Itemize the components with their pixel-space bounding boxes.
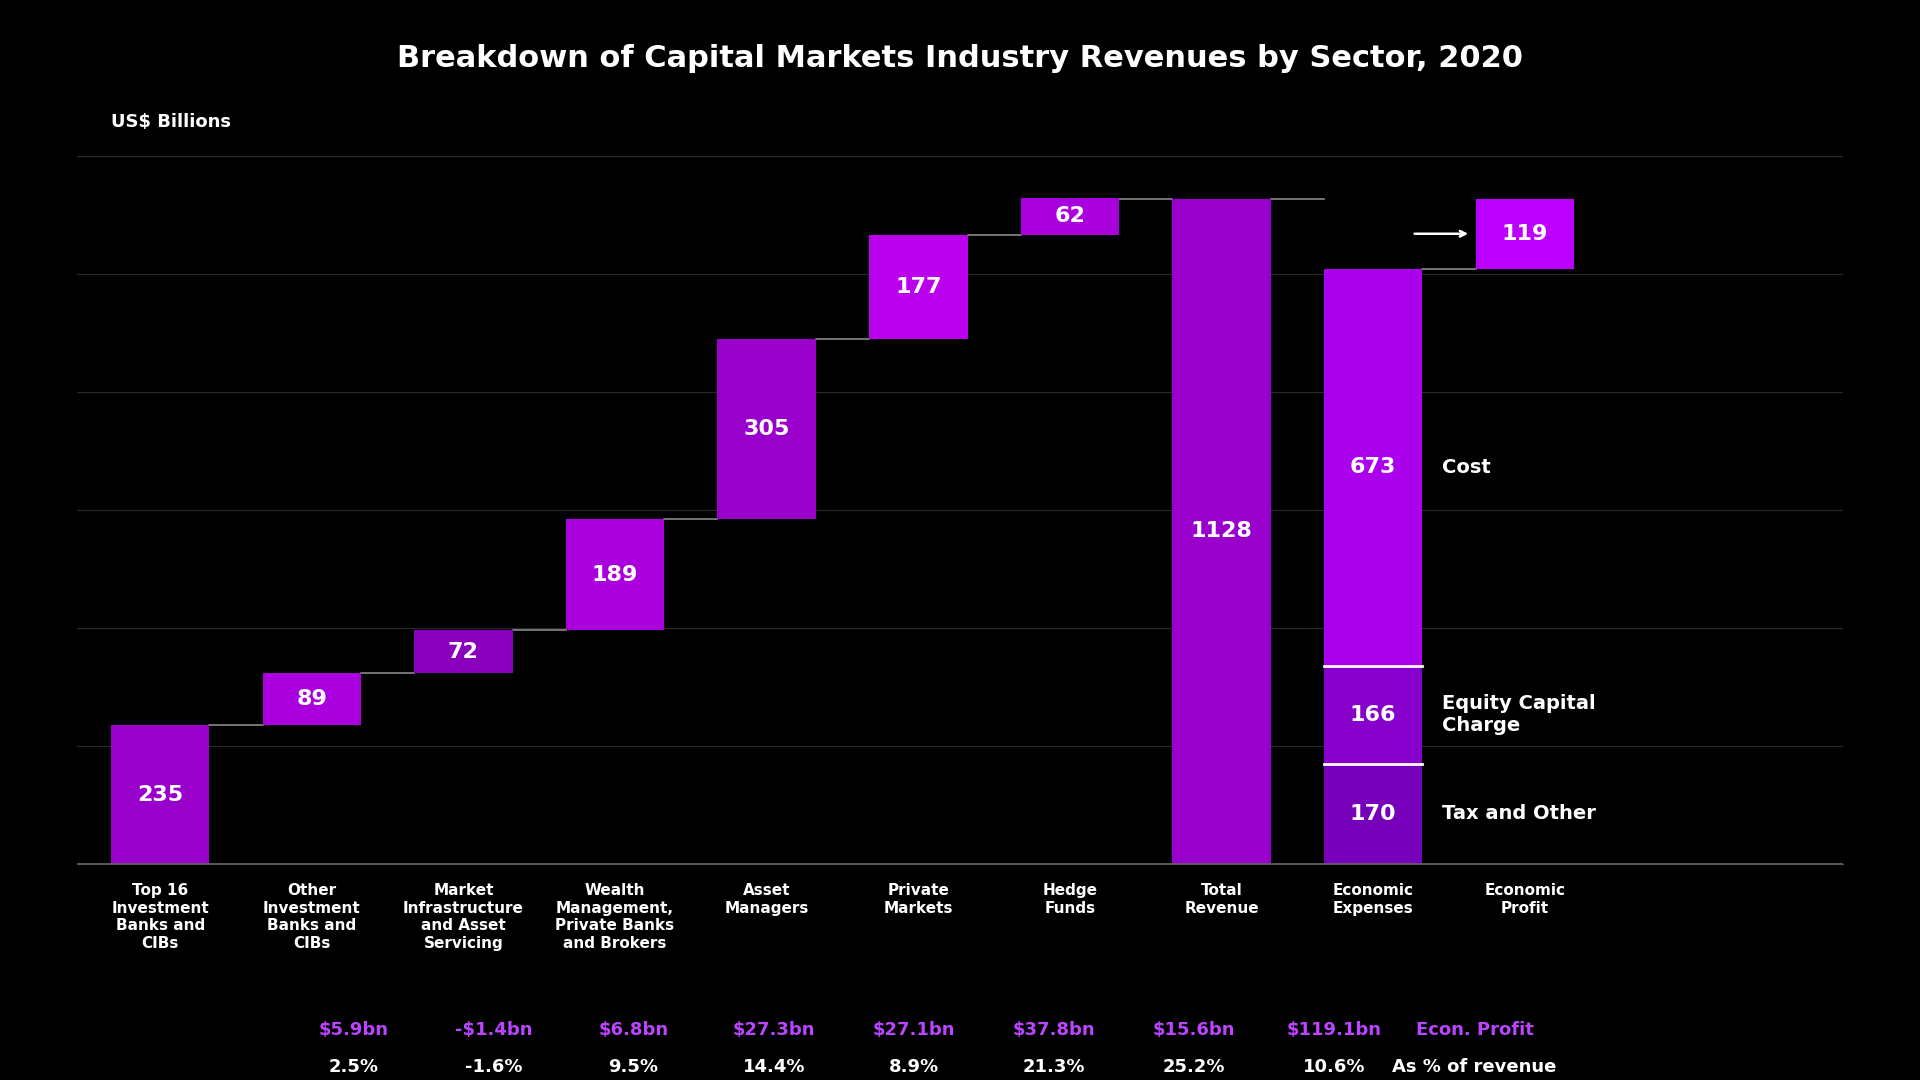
- Bar: [415, 631, 513, 673]
- Text: As % of revenue: As % of revenue: [1392, 1058, 1557, 1077]
- Bar: [1021, 198, 1119, 234]
- Text: 235: 235: [136, 785, 182, 805]
- Text: 9.5%: 9.5%: [609, 1058, 659, 1077]
- Text: 10.6%: 10.6%: [1304, 1058, 1365, 1077]
- Bar: [263, 673, 361, 726]
- Text: 89: 89: [296, 689, 326, 710]
- Text: Econ. Profit: Econ. Profit: [1415, 1021, 1534, 1039]
- Text: $27.1bn: $27.1bn: [874, 1021, 954, 1039]
- Text: $37.8bn: $37.8bn: [1012, 1021, 1096, 1039]
- Bar: [1325, 665, 1423, 764]
- Text: -$1.4bn: -$1.4bn: [455, 1021, 532, 1039]
- Text: 119: 119: [1501, 224, 1548, 244]
- Text: 8.9%: 8.9%: [889, 1058, 939, 1077]
- Title: Breakdown of Capital Markets Industry Revenues by Sector, 2020: Breakdown of Capital Markets Industry Re…: [397, 43, 1523, 72]
- Text: -1.6%: -1.6%: [465, 1058, 522, 1077]
- Bar: [1325, 269, 1423, 665]
- Text: $15.6bn: $15.6bn: [1154, 1021, 1235, 1039]
- Text: 62: 62: [1054, 206, 1085, 227]
- Text: $5.9bn: $5.9bn: [319, 1021, 388, 1039]
- Text: $119.1bn: $119.1bn: [1286, 1021, 1382, 1039]
- Text: 166: 166: [1350, 705, 1396, 725]
- Bar: [566, 518, 664, 631]
- Bar: [111, 726, 209, 864]
- Text: 2.5%: 2.5%: [328, 1058, 378, 1077]
- Text: 673: 673: [1350, 457, 1396, 477]
- Text: 305: 305: [743, 419, 789, 438]
- Bar: [1325, 764, 1423, 864]
- Bar: [718, 339, 816, 518]
- Text: $27.3bn: $27.3bn: [733, 1021, 814, 1039]
- Text: 177: 177: [895, 276, 941, 297]
- Text: Tax and Other: Tax and Other: [1442, 805, 1596, 823]
- Bar: [870, 234, 968, 339]
- Text: Cost: Cost: [1442, 458, 1492, 477]
- Text: 189: 189: [591, 565, 637, 584]
- Bar: [1475, 199, 1574, 269]
- Text: 21.3%: 21.3%: [1023, 1058, 1085, 1077]
- Text: 14.4%: 14.4%: [743, 1058, 804, 1077]
- Text: 72: 72: [447, 642, 478, 662]
- Text: Equity Capital
Charge: Equity Capital Charge: [1442, 694, 1596, 735]
- Text: 25.2%: 25.2%: [1164, 1058, 1225, 1077]
- Text: 1128: 1128: [1190, 522, 1252, 541]
- Text: US$ Billions: US$ Billions: [111, 112, 230, 131]
- Text: $6.8bn: $6.8bn: [599, 1021, 668, 1039]
- Text: 170: 170: [1350, 804, 1396, 824]
- Bar: [1173, 199, 1271, 864]
